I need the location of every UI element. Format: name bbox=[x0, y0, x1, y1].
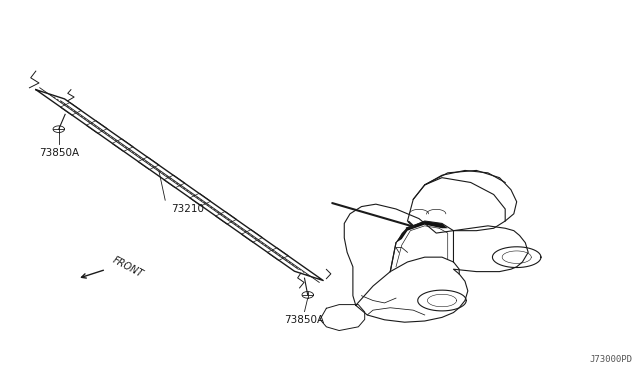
Text: J73000PD: J73000PD bbox=[590, 355, 633, 364]
Polygon shape bbox=[396, 221, 448, 243]
Text: 73210: 73210 bbox=[172, 204, 205, 214]
Text: 73850A: 73850A bbox=[284, 315, 324, 325]
Text: FRONT: FRONT bbox=[111, 255, 145, 280]
Text: 73850A: 73850A bbox=[38, 148, 79, 158]
